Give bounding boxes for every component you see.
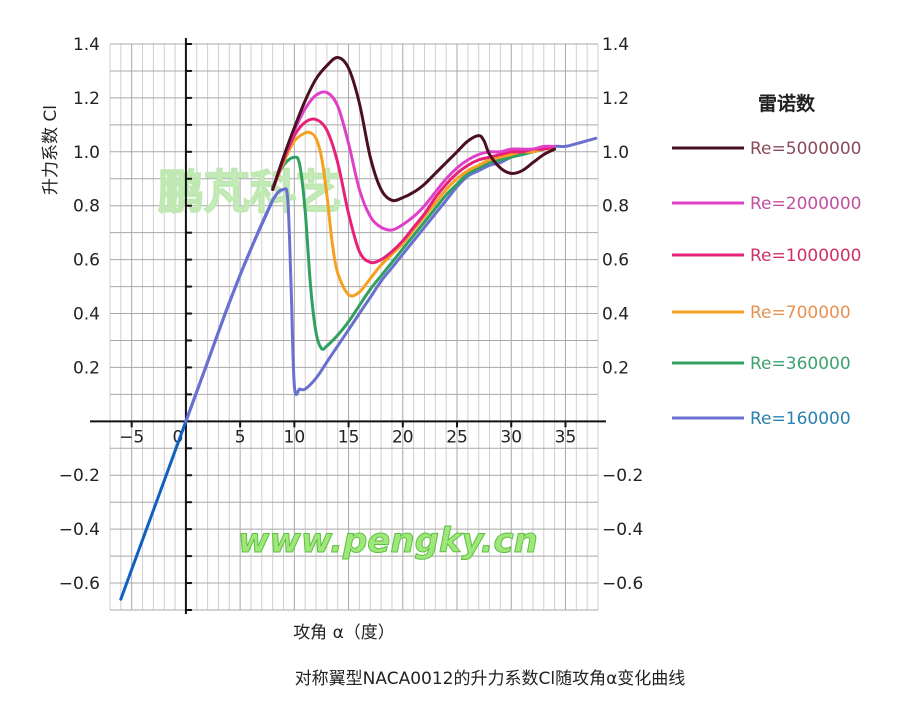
legend-label: Re=1000000	[750, 246, 861, 266]
y-tick-label-right: 0.6	[602, 251, 629, 271]
x-tick-label: 25	[446, 427, 468, 447]
x-tick-label: 5	[235, 427, 246, 447]
y-tick-labels-left: 1.4 1.2 1.0 0.8 0.6 0.4 0.2 −0.2 −0.4 −0.6	[59, 35, 100, 594]
legend: 雷诺数 Re=5000000 Re=2000000 Re=1000000 Re=700…	[672, 92, 861, 429]
x-axis-label: 攻角 α（度）	[293, 623, 395, 643]
y-tick-label-right: −0.6	[602, 574, 643, 594]
axes	[90, 38, 606, 614]
y-tick-label-right: −0.2	[602, 466, 643, 486]
series-line	[271, 55, 557, 203]
legend-label: Re=700000	[750, 303, 851, 323]
x-tick-label: 15	[338, 427, 360, 447]
series-lines	[119, 55, 598, 601]
y-tick-label-right: −0.4	[602, 520, 643, 540]
series-line	[271, 90, 557, 232]
x-tick-labels: −5 0 5 10 15 20 25 30 35	[119, 427, 576, 447]
y-tick-label-right: 0.8	[602, 197, 629, 217]
y-tick-label-right: 1.4	[602, 35, 629, 55]
y-tick-label-right: 1.2	[602, 89, 629, 109]
y-tick-labels-right: 1.4 1.2 1.0 0.8 0.6 0.4 0.2 −0.2 −0.4 −0.6	[602, 35, 643, 594]
y-tick-label-right: 1.0	[602, 143, 629, 163]
y-tick-label-left: 1.2	[73, 89, 100, 109]
y-tick-label-left: −0.2	[59, 466, 100, 486]
x-tick-label: 35	[555, 427, 577, 447]
y-tick-label-left: 0.8	[73, 197, 100, 217]
y-tick-label-left: 1.0	[73, 143, 100, 163]
legend-label: Re=2000000	[750, 194, 861, 214]
y-tick-label-left: 0.2	[73, 358, 100, 378]
y-tick-label-right: 0.2	[602, 358, 629, 378]
y-tick-label-right: 0.4	[602, 305, 629, 325]
y-tick-label-left: 0.4	[73, 305, 100, 325]
y-tick-label-left: 1.4	[73, 35, 100, 55]
x-tick-label: −5	[119, 427, 144, 447]
x-tick-label: 10	[284, 427, 306, 447]
chart-title: 对称翼型NACA0012的升力系数Cl随攻角α变化曲线	[295, 669, 686, 689]
legend-label: Re=160000	[750, 409, 851, 429]
watermark-logo: 鹏芃科艺	[158, 165, 342, 219]
x-tick-label: 20	[392, 427, 414, 447]
legend-label: Re=5000000	[750, 139, 861, 159]
legend-title: 雷诺数	[758, 92, 816, 115]
series-line	[271, 130, 557, 298]
y-tick-label-left: −0.4	[59, 520, 100, 540]
y-tick-label-left: 0.6	[73, 251, 100, 271]
y-axis-label: 升力系数 Cl	[41, 105, 61, 195]
x-tick-label: 30	[500, 427, 522, 447]
watermark-url: www.pengky.cn	[238, 521, 538, 561]
legend-label: Re=360000	[750, 354, 851, 374]
series-line	[271, 144, 557, 351]
series-line	[271, 117, 557, 265]
x-tick-label: 0	[172, 427, 183, 447]
y-tick-label-left: −0.6	[59, 574, 100, 594]
